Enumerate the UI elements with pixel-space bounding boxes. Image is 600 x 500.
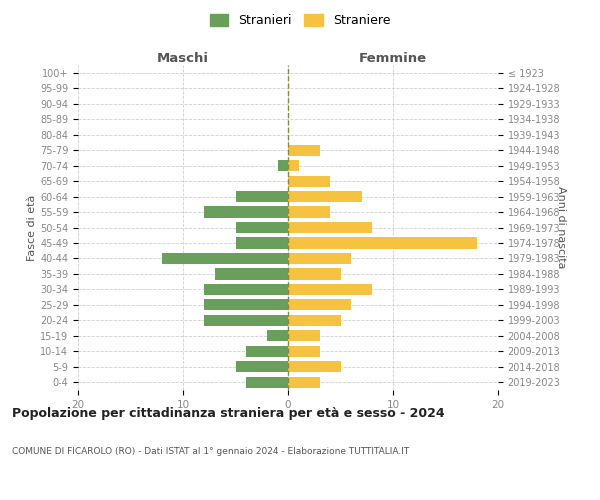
Bar [288, 315, 341, 326]
Bar [277, 160, 288, 171]
Bar [288, 160, 299, 171]
Bar [288, 144, 320, 156]
Y-axis label: Fasce di età: Fasce di età [27, 194, 37, 260]
Bar [288, 268, 341, 280]
Bar [235, 361, 288, 372]
Bar [288, 222, 372, 233]
Bar [288, 346, 320, 357]
Bar [288, 206, 330, 218]
Bar [204, 206, 288, 218]
Y-axis label: Anni di nascita: Anni di nascita [556, 186, 566, 269]
Bar [235, 222, 288, 233]
Bar [235, 238, 288, 248]
Legend: Stranieri, Straniere: Stranieri, Straniere [205, 8, 395, 32]
Bar [288, 361, 341, 372]
Bar [267, 330, 288, 342]
Bar [288, 376, 320, 388]
Bar [246, 346, 288, 357]
Bar [288, 300, 351, 310]
Bar [288, 253, 351, 264]
Bar [288, 330, 320, 342]
Bar [288, 238, 477, 248]
Text: COMUNE DI FICAROLO (RO) - Dati ISTAT al 1° gennaio 2024 - Elaborazione TUTTITALI: COMUNE DI FICAROLO (RO) - Dati ISTAT al … [12, 448, 409, 456]
Bar [288, 176, 330, 186]
Text: Maschi: Maschi [157, 52, 209, 65]
Bar [246, 376, 288, 388]
Text: Femmine: Femmine [359, 52, 427, 65]
Bar [162, 253, 288, 264]
Bar [204, 315, 288, 326]
Bar [288, 284, 372, 295]
Text: Popolazione per cittadinanza straniera per età e sesso - 2024: Popolazione per cittadinanza straniera p… [12, 408, 445, 420]
Bar [204, 300, 288, 310]
Bar [204, 284, 288, 295]
Bar [288, 191, 361, 202]
Bar [235, 191, 288, 202]
Bar [215, 268, 288, 280]
